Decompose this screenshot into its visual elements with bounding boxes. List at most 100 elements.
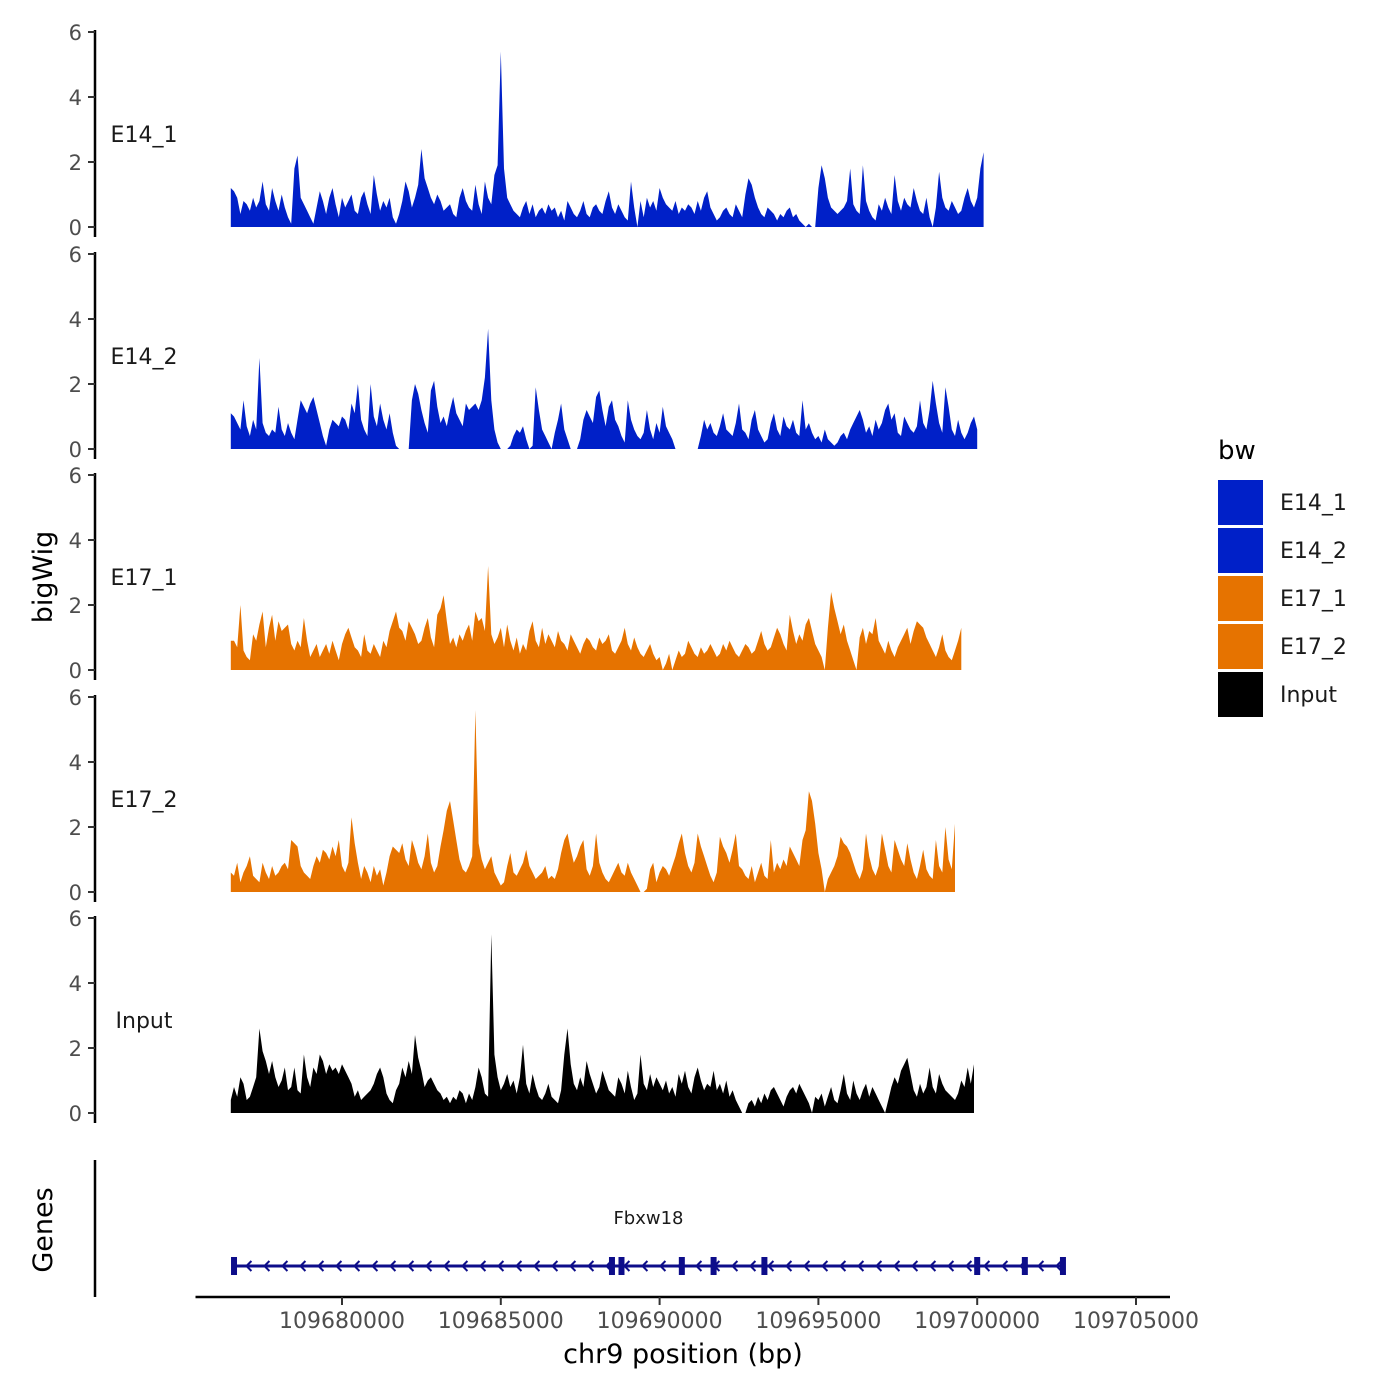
track-label: E17_2	[111, 788, 178, 813]
y-axis-label: bigWig	[28, 531, 59, 624]
strand-arrow-icon	[533, 1260, 541, 1272]
strand-arrow-icon	[425, 1260, 433, 1272]
track-E17_2: 0 2 4 6 E17_2	[69, 686, 956, 905]
y-tick-label: 0	[69, 216, 82, 240]
gene-name: Fbxw18	[613, 1208, 683, 1229]
strand-arrow-icon	[893, 1260, 901, 1272]
signal-area-E14_2	[230, 328, 978, 449]
strand-arrow-icon	[929, 1260, 937, 1272]
y-tick-label: 0	[69, 1102, 82, 1126]
y-tick-label: 6	[69, 686, 82, 710]
y-tick-label: 0	[69, 881, 82, 905]
strand-arrow-icon	[767, 1260, 775, 1272]
strand-arrow-icon	[299, 1260, 307, 1272]
x-tick-label: 109695000	[755, 1309, 881, 1334]
y-tick-label: 4	[69, 308, 82, 332]
x-axis-label: chr9 position (bp)	[563, 1339, 803, 1370]
track-label: Input	[116, 1009, 173, 1034]
strand-arrow-icon	[749, 1260, 757, 1272]
strand-arrow-icon	[947, 1260, 955, 1272]
strand-arrow-icon	[569, 1260, 577, 1272]
strand-arrow-icon	[317, 1260, 325, 1272]
strand-arrow-icon	[839, 1260, 847, 1272]
strand-arrow-icon	[263, 1260, 271, 1272]
x-tick-label: 109700000	[914, 1309, 1040, 1334]
exon	[710, 1257, 717, 1275]
strand-arrow-icon	[785, 1260, 793, 1272]
y-tick-label: 4	[69, 972, 82, 996]
strand-arrow-icon	[479, 1260, 487, 1272]
gene-track-label: Genes	[28, 1187, 59, 1272]
strand-arrow-icon	[965, 1260, 973, 1272]
legend-label: E14_1	[1280, 491, 1347, 516]
legend-label: E17_1	[1280, 587, 1347, 612]
x-tick-label: 109690000	[597, 1309, 723, 1334]
signal-area-E17_1	[230, 566, 962, 670]
y-tick-label: 6	[69, 907, 82, 931]
y-tick-label: 2	[69, 151, 82, 175]
strand-arrow-icon	[371, 1260, 379, 1272]
gene-track: Genes Fbxw18	[28, 1160, 1066, 1297]
strand-arrow-icon	[821, 1260, 829, 1272]
exon	[231, 1257, 238, 1275]
strand-arrow-icon	[911, 1260, 919, 1272]
legend: bw E14_1 E14_2 E17_1 E17_2 Input	[1218, 436, 1347, 717]
strand-arrow-icon	[587, 1260, 595, 1272]
exon	[761, 1257, 768, 1275]
strand-arrow-icon	[659, 1260, 667, 1272]
track-Input: 0 2 4 6 Input	[69, 907, 975, 1126]
strand-arrow-icon	[983, 1260, 991, 1272]
track-label: E17_1	[111, 566, 178, 591]
y-tick-label: 0	[69, 659, 82, 683]
strand-arrow-icon	[1001, 1260, 1009, 1272]
track-label: E14_2	[111, 345, 178, 370]
track-E17_1: 0 2 4 6 E17_1	[69, 464, 962, 683]
track-label: E14_1	[111, 123, 178, 148]
strand-arrow-icon	[407, 1260, 415, 1272]
strand-arrow-icon	[857, 1260, 865, 1272]
strand-arrow-icon	[875, 1260, 883, 1272]
strand-arrow-icon	[695, 1260, 703, 1272]
y-tick-label: 2	[69, 594, 82, 618]
exon	[974, 1257, 981, 1275]
exon	[678, 1257, 685, 1275]
x-tick-label: 109685000	[438, 1309, 564, 1334]
legend-label: Input	[1280, 683, 1337, 708]
strand-arrow-icon	[497, 1260, 505, 1272]
y-tick-label: 6	[69, 464, 82, 488]
x-axis: 109680000 109685000 109690000 109695000 1097…	[195, 1295, 1199, 1334]
strand-arrow-icon	[731, 1260, 739, 1272]
legend-label: E14_2	[1280, 539, 1347, 564]
exon	[1021, 1257, 1028, 1275]
exon	[1059, 1257, 1066, 1275]
signal-area-E17_2	[230, 710, 956, 892]
strand-arrow-icon	[1055, 1260, 1063, 1272]
bigwig-tracks: 0 2 4 6 E14_1 0 2 4 6 E14_2 0 2 4 6 E17_1 0 2 4 6 E17_2 0 2 4 6…	[69, 21, 984, 1126]
legend-title: bw	[1218, 436, 1256, 466]
strand-arrow-icon	[515, 1260, 523, 1272]
y-tick-label: 0	[69, 438, 82, 462]
strand-arrow-icon	[443, 1260, 451, 1272]
strand-arrow-icon	[389, 1260, 397, 1272]
strand-arrow-icon	[353, 1260, 361, 1272]
legend-swatch-E14_1	[1218, 480, 1263, 525]
signal-area-Input	[230, 934, 975, 1113]
y-tick-label: 2	[69, 373, 82, 397]
strand-arrow-icon	[245, 1260, 253, 1272]
exon	[608, 1257, 615, 1275]
signal-area-E14_1	[230, 51, 984, 227]
strand-arrow-icon	[803, 1260, 811, 1272]
y-tick-label: 4	[69, 751, 82, 775]
x-tick-label: 109680000	[279, 1309, 405, 1334]
strand-arrow-icon	[551, 1260, 559, 1272]
strand-arrow-icon	[281, 1260, 289, 1272]
track-E14_2: 0 2 4 6 E14_2	[69, 243, 978, 462]
y-tick-label: 6	[69, 243, 82, 267]
legend-swatch-Input	[1218, 672, 1263, 717]
strand-arrow-icon	[335, 1260, 343, 1272]
y-tick-label: 2	[69, 816, 82, 840]
exon	[618, 1257, 625, 1275]
y-tick-label: 2	[69, 1037, 82, 1061]
y-tick-label: 6	[69, 21, 82, 45]
